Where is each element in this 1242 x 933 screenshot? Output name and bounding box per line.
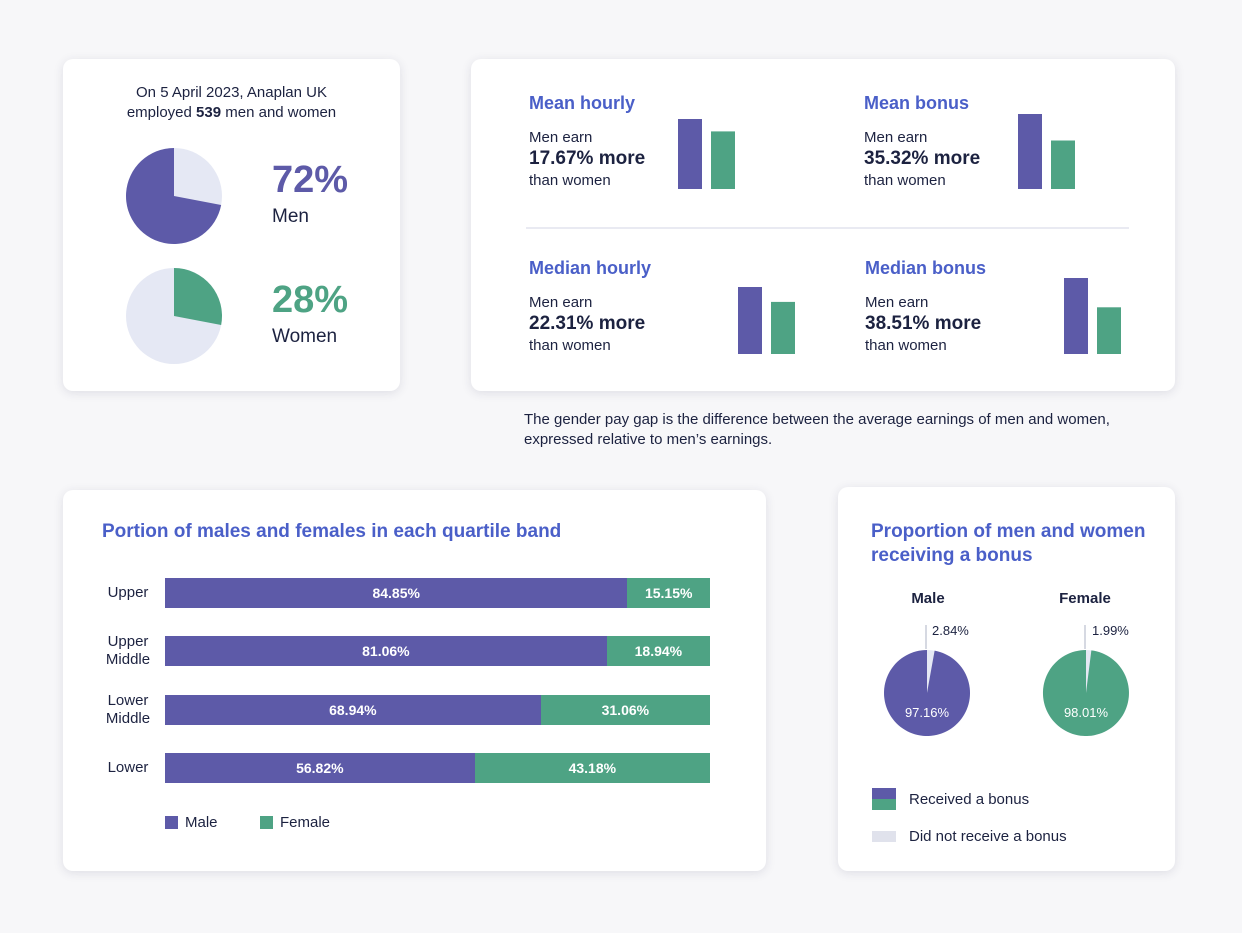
male-not-received-pct: 2.84%	[932, 623, 969, 638]
bar-segment-female: 31.06%	[540, 695, 710, 725]
legend-not-received-label: Did not receive a bonus	[909, 828, 1067, 845]
bar-segment-male: 56.82%	[165, 753, 475, 783]
women-pie-chart	[126, 268, 222, 364]
gap-value: 38.51% more	[865, 313, 982, 334]
quartile-label: Upper	[84, 584, 172, 602]
swatch-men	[872, 788, 896, 799]
male-pie-received	[884, 650, 971, 736]
gap-title: Mean bonus	[864, 93, 970, 113]
female-leader-line	[1084, 625, 1086, 649]
mean-bonus-bars	[1018, 114, 1075, 189]
women-pie-slice	[174, 268, 222, 325]
bar-segment-male: 84.85%	[165, 578, 628, 608]
gap-value: 35.32% more	[864, 148, 981, 169]
quartile-bar: 56.82% 43.18%	[165, 753, 710, 783]
female-bonus-pie	[1042, 650, 1129, 736]
gap-intro: Men earn	[865, 294, 929, 311]
gap-intro: Men earn	[864, 129, 928, 146]
quartile-label-line: Upper	[107, 633, 149, 650]
gap-title: Median bonus	[865, 258, 986, 278]
bar-segment-female: 43.18%	[474, 753, 710, 783]
gap-outro: than women	[865, 337, 947, 354]
caption-line2: employed 539 men and women	[63, 103, 400, 123]
legend-received: Received a bonus	[872, 788, 1029, 810]
male-leader-line	[925, 625, 927, 649]
male-pie-heading: Male	[911, 590, 945, 607]
male-bonus-pie	[884, 650, 971, 736]
men-label: Men	[272, 206, 309, 227]
swatch-women	[872, 799, 896, 810]
quartile-label: Lower Middle	[84, 692, 172, 728]
gap-bar-men	[678, 119, 702, 189]
caption-pre: employed	[126, 104, 192, 121]
quartile-label-line: Middle	[105, 710, 151, 727]
female-pie-received	[1042, 650, 1129, 736]
gap-bar-men	[1018, 114, 1042, 189]
gap-bar-men	[1064, 278, 1088, 354]
legend-female-swatch	[260, 816, 273, 829]
legend-not-received-swatch	[872, 831, 896, 842]
bar-segment-female: 18.94%	[606, 636, 710, 666]
gap-outro: than women	[529, 337, 611, 354]
gap-bar-men	[738, 287, 762, 354]
quartile-label-line: Lower	[107, 692, 149, 709]
legend-not-received: Did not receive a bonus	[872, 828, 1067, 845]
median-hourly-bars	[738, 287, 795, 354]
median-bonus-bars	[1064, 278, 1121, 354]
gap-title: Mean hourly	[529, 93, 636, 113]
legend-male: Male	[165, 814, 218, 831]
mean-hourly-bars	[678, 119, 735, 189]
legend-male-label: Male	[185, 814, 218, 831]
gap-intro: Men earn	[529, 129, 593, 146]
men-pie-chart	[125, 148, 222, 244]
gap-bar-women	[1051, 140, 1075, 189]
quartile-label-line: Lower	[107, 759, 149, 776]
gap-outro: than women	[529, 172, 611, 189]
divider	[526, 227, 1129, 229]
caption-line1: On 5 April 2023, Anaplan UK	[136, 84, 327, 101]
quartile-bar: 68.94% 31.06%	[165, 695, 710, 725]
gap-value: 17.67% more	[529, 148, 646, 169]
employee-count: 539	[196, 104, 222, 121]
employees-card: On 5 April 2023, Anaplan UK employed 539…	[63, 59, 400, 391]
men-percent: 72%	[272, 159, 349, 201]
legend-female-label: Female	[280, 814, 331, 831]
legend-male-swatch	[165, 816, 178, 829]
quartile-bar: 84.85% 15.15%	[165, 578, 710, 608]
women-label: Women	[272, 326, 338, 347]
gap-title: Median hourly	[529, 258, 652, 278]
quartile-chart-title: Portion of males and females in each qua…	[102, 521, 562, 542]
quartile-label-line: Middle	[105, 651, 151, 668]
gap-bar-women	[771, 301, 795, 354]
gap-intro: Men earn	[529, 294, 593, 311]
quartile-label-line: Upper	[107, 584, 149, 601]
legend-received-swatch	[872, 788, 896, 810]
female-pie-heading: Female	[1059, 590, 1111, 607]
pay-gap-card: Mean hourly Men earn 17.67% more than wo…	[471, 59, 1175, 391]
gap-value: 22.31% more	[529, 313, 646, 334]
bonus-card: Proportion of men and women receiving a …	[838, 487, 1175, 871]
gap-bar-women	[711, 131, 735, 189]
men-pie-slice	[125, 148, 222, 244]
bar-segment-male: 68.94%	[165, 695, 541, 725]
female-not-received-pct: 1.99%	[1092, 623, 1129, 638]
caption-post: men and women	[225, 104, 337, 121]
quartile-bar: 81.06% 18.94%	[165, 636, 710, 666]
bar-segment-male: 81.06%	[165, 636, 607, 666]
gap-outro: than women	[864, 172, 946, 189]
quartile-label: Upper Middle	[84, 633, 172, 669]
female-received-pct: 98.01%	[1063, 705, 1109, 720]
bar-segment-female: 15.15%	[627, 578, 710, 608]
quartile-card: Portion of males and females in each qua…	[63, 490, 766, 871]
women-percent: 28%	[272, 279, 349, 321]
bonus-chart-title: Proportion of men and women receiving a …	[871, 521, 1146, 566]
gap-bar-women	[1097, 307, 1121, 354]
male-received-pct: 97.16%	[904, 705, 950, 720]
quartile-label: Lower	[84, 759, 172, 777]
legend-female: Female	[260, 814, 330, 831]
legend-received-label: Received a bonus	[909, 790, 1030, 808]
pay-gap-note: The gender pay gap is the difference bet…	[524, 411, 1110, 448]
employees-caption: On 5 April 2023, Anaplan UK employed 539…	[63, 83, 400, 123]
